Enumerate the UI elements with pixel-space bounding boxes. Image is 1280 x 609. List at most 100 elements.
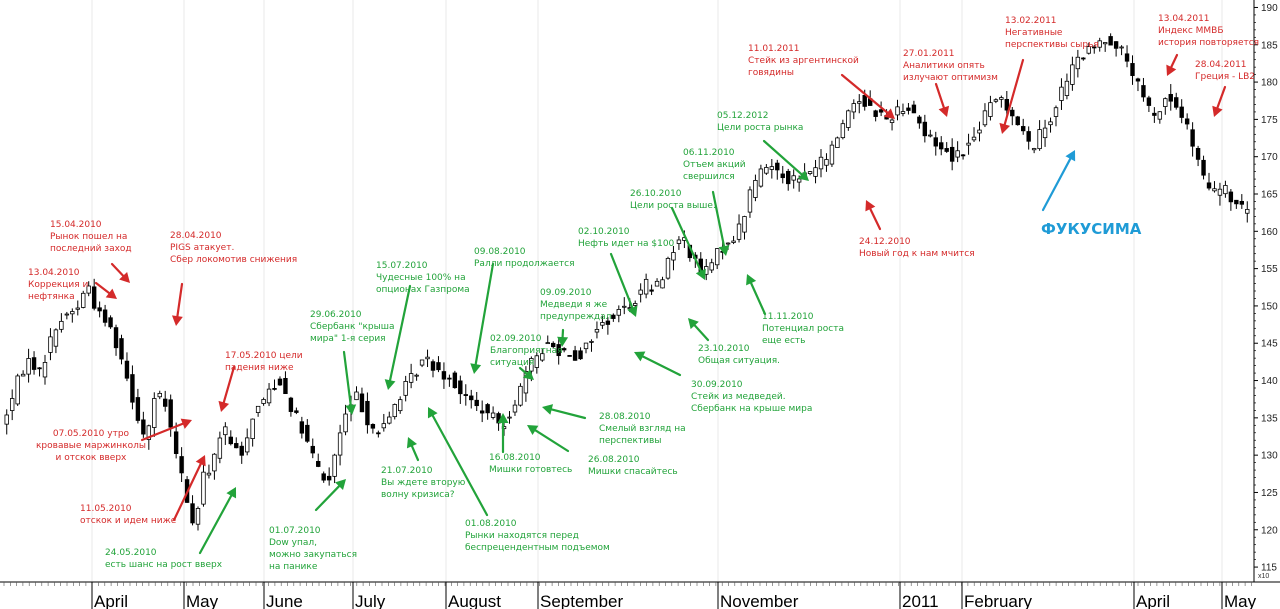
candle <box>780 165 785 184</box>
candle <box>835 136 840 149</box>
candle-body-up <box>381 423 387 429</box>
annotation-arrow <box>342 350 357 415</box>
month-label: July <box>355 592 386 609</box>
candle <box>1174 92 1179 110</box>
candle <box>764 164 769 175</box>
annotation-line: отскок и идем ниже <box>80 516 177 526</box>
annotation-blue: ФУКУСИМА <box>1041 220 1141 238</box>
candle <box>326 467 332 486</box>
arrow-head <box>1065 150 1076 162</box>
annotation-arrow <box>406 437 420 462</box>
candle <box>119 334 124 365</box>
arrow-head <box>797 170 809 181</box>
candle <box>1081 57 1086 61</box>
arrow-shaft <box>474 262 495 366</box>
candle <box>1179 99 1184 124</box>
annotation-line: Цели роста выше. <box>630 201 716 211</box>
annotation-green: 21.07.2010 Вы ждете вторую волну кризиса? <box>381 465 465 501</box>
candle <box>392 403 397 420</box>
arrow-head <box>688 318 699 330</box>
annotation-line: опционах Газпрома <box>376 285 470 295</box>
candle <box>1086 42 1091 55</box>
candle-body-up <box>731 240 736 243</box>
arrow-shaft <box>670 206 702 273</box>
candle <box>102 304 108 327</box>
annotation-line: Стейк из медведей. <box>691 392 786 402</box>
candle-body-up <box>1086 46 1091 54</box>
candle <box>343 404 348 436</box>
price-tick-label: 115 <box>1261 563 1277 574</box>
annotation-green: 15.07.2010 Чудесные 100% на опционах Газпр… <box>376 260 470 296</box>
annotation-line: Ралли продолжается <box>474 259 575 269</box>
candle-body-down <box>1108 36 1113 46</box>
candle <box>370 423 376 434</box>
annotation-line: 30.09.2010 <box>691 380 743 390</box>
candle-body-up <box>829 144 835 165</box>
candle <box>485 402 490 420</box>
candle <box>589 339 594 352</box>
annotation-red: 17.05.2010 цели падения ниже <box>225 350 303 374</box>
candle <box>1239 194 1245 209</box>
candle <box>1070 56 1075 91</box>
annotation-line: 06.11.2010 <box>683 148 735 158</box>
candle-body-up <box>1102 42 1108 45</box>
candle <box>1157 111 1163 124</box>
candle-body-up <box>217 437 223 459</box>
candle <box>807 171 813 176</box>
candle <box>829 140 835 167</box>
candle <box>567 355 572 357</box>
candle-body-down <box>37 367 42 370</box>
candle-body-down <box>1206 182 1212 189</box>
annotation-green: 26.10.2010 Цели роста выше. <box>630 188 716 212</box>
candle <box>163 390 168 412</box>
arrow-shaft <box>140 422 184 442</box>
candle <box>1097 37 1102 52</box>
candle-body-up <box>512 404 518 413</box>
annotation-green: 28.08.2010 Смелый взгляд на перспективы <box>599 411 686 447</box>
candle <box>556 338 561 365</box>
candle <box>387 411 392 425</box>
annotation-line: еще есть <box>762 336 806 346</box>
candle-body-up <box>1059 86 1064 101</box>
annotation-line: Сбербанк на крыше мира <box>691 404 813 414</box>
arrow-head <box>695 268 706 280</box>
candle-body-up <box>758 168 764 187</box>
annotation-line: 16.08.2010 <box>489 453 541 463</box>
candle <box>1195 145 1201 167</box>
candle-body-up <box>966 142 971 146</box>
candle <box>611 313 616 322</box>
candle-body-up <box>490 412 496 418</box>
candle <box>917 115 922 129</box>
candle <box>223 422 228 445</box>
candle <box>676 236 682 250</box>
candle <box>441 362 447 389</box>
price-tick-label: 190 <box>1261 3 1278 14</box>
annotation-arrow <box>999 58 1025 134</box>
candle-body-up <box>419 359 425 366</box>
annotation-line: 17.05.2010 цели <box>225 351 303 361</box>
annotation-line: на панике <box>269 562 318 572</box>
annotation-line: Аналитики опять <box>903 61 985 71</box>
arrow-shaft <box>641 355 682 377</box>
candle <box>173 422 179 459</box>
month-label: April <box>1136 592 1170 609</box>
candle <box>1015 115 1020 126</box>
candle <box>1037 120 1042 151</box>
candle <box>507 411 512 424</box>
candle-body-down <box>917 116 922 124</box>
candle <box>97 301 102 318</box>
annotation-red: 07.05.2010 утро кровавые маржинколы и отск… <box>36 428 146 464</box>
annotation-red: 24.12.2010 Новый год к нам мчится <box>859 236 975 260</box>
candle <box>1190 122 1195 157</box>
candle <box>1042 119 1048 147</box>
price-tick-label: 155 <box>1261 264 1278 275</box>
candle <box>742 215 747 240</box>
candle <box>81 290 86 309</box>
annotation-arrow <box>384 284 412 390</box>
candle <box>75 300 80 316</box>
arrow-head <box>527 425 539 436</box>
candle-body-up <box>387 416 392 424</box>
annotation-line: перспективы сырья <box>1005 40 1099 50</box>
candle <box>337 424 343 466</box>
